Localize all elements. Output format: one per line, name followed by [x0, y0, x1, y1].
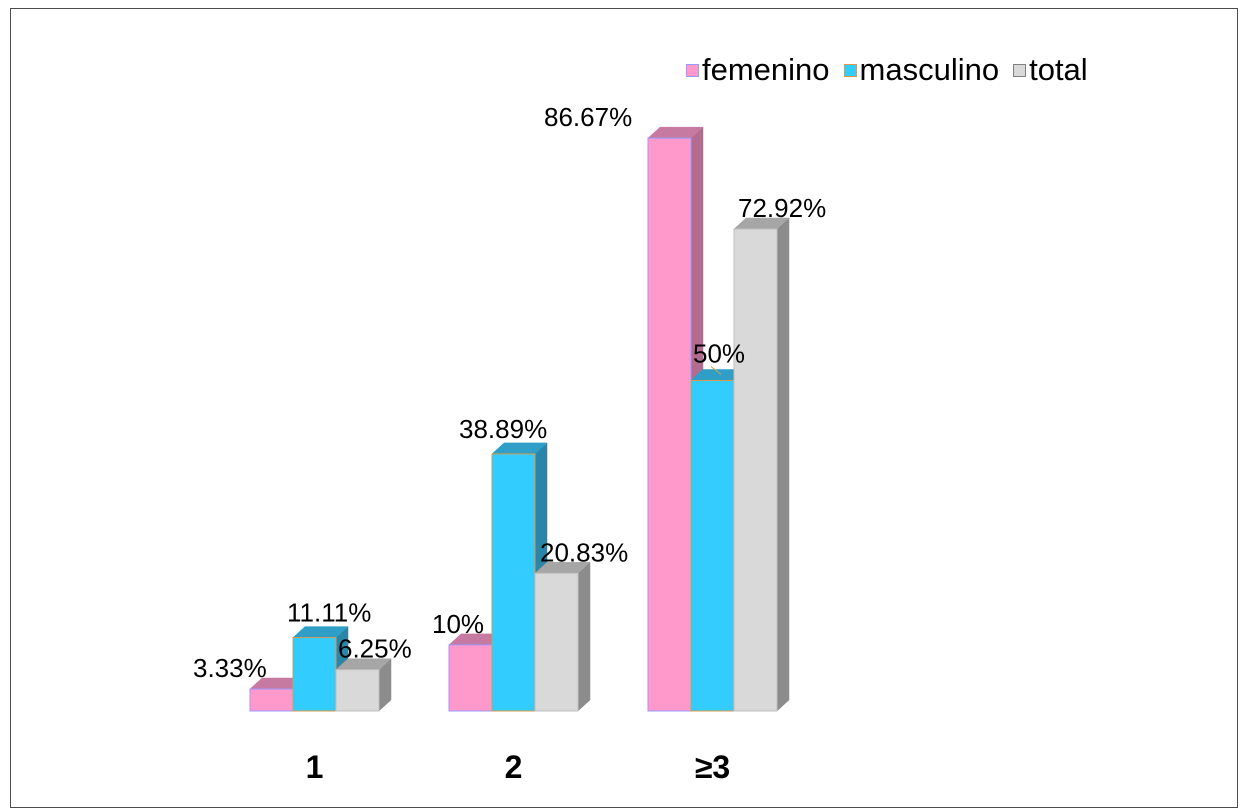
bar-front-face: [292, 637, 337, 712]
data-label-masculino-1: 11.11%: [287, 598, 371, 628]
data-labels-layer: 3.33% 11.11% 6.25% 10% 38.89% 20.83% 86.67% 50%…: [193, 102, 826, 683]
chart-frame: [10, 8, 1238, 808]
chart-legend: femenino masculino total: [686, 52, 1088, 88]
x-tick-label-1: 1: [306, 749, 324, 785]
data-label-femenino-1: 3.33%: [193, 653, 267, 683]
data-label-total-3: 72.92%: [738, 193, 826, 223]
bar-total-3: [733, 217, 790, 712]
data-label-total-2: 20.83%: [540, 537, 628, 567]
data-label-masculino-3: 50%: [693, 339, 745, 369]
data-label-total-1: 6.25%: [338, 634, 412, 664]
bar-front-face: [534, 572, 579, 712]
leader-line-masculino-3: [710, 366, 722, 375]
legend-label-total: total: [1029, 52, 1088, 87]
legend-swatch-femenino: [686, 63, 699, 77]
bar-front-face: [335, 669, 380, 712]
bar-total-2: [534, 561, 591, 712]
legend-item-total: total: [1013, 52, 1088, 88]
legend-swatch-masculino: [843, 63, 857, 77]
x-tick-label-3: ≥3: [695, 749, 730, 785]
data-label-femenino-3: 86.67%: [544, 102, 632, 132]
x-tick-label-2: 2: [505, 749, 523, 785]
bar-front-face: [733, 228, 778, 712]
bar-front-face: [249, 688, 294, 712]
bar-total-1: [335, 658, 392, 712]
bars-layer: [249, 126, 790, 712]
x-tick-labels-layer: 1 2 ≥3: [306, 749, 731, 785]
data-label-femenino-2: 10%: [432, 609, 484, 639]
bar-side-face: [577, 561, 591, 712]
legend-item-masculino: masculino: [843, 52, 1000, 88]
data-label-masculino-2: 38.89%: [459, 414, 547, 444]
bar-front-face: [491, 453, 536, 712]
bar-front-face: [647, 137, 692, 712]
bar-front-face: [448, 644, 493, 712]
legend-label-femenino: femenino: [702, 52, 830, 87]
legend-swatch-total: [1013, 63, 1027, 77]
legend-item-femenino: femenino: [686, 52, 830, 88]
bar-side-face: [776, 217, 790, 712]
legend-label-masculino: masculino: [859, 52, 1000, 87]
bar-front-face: [690, 380, 735, 712]
